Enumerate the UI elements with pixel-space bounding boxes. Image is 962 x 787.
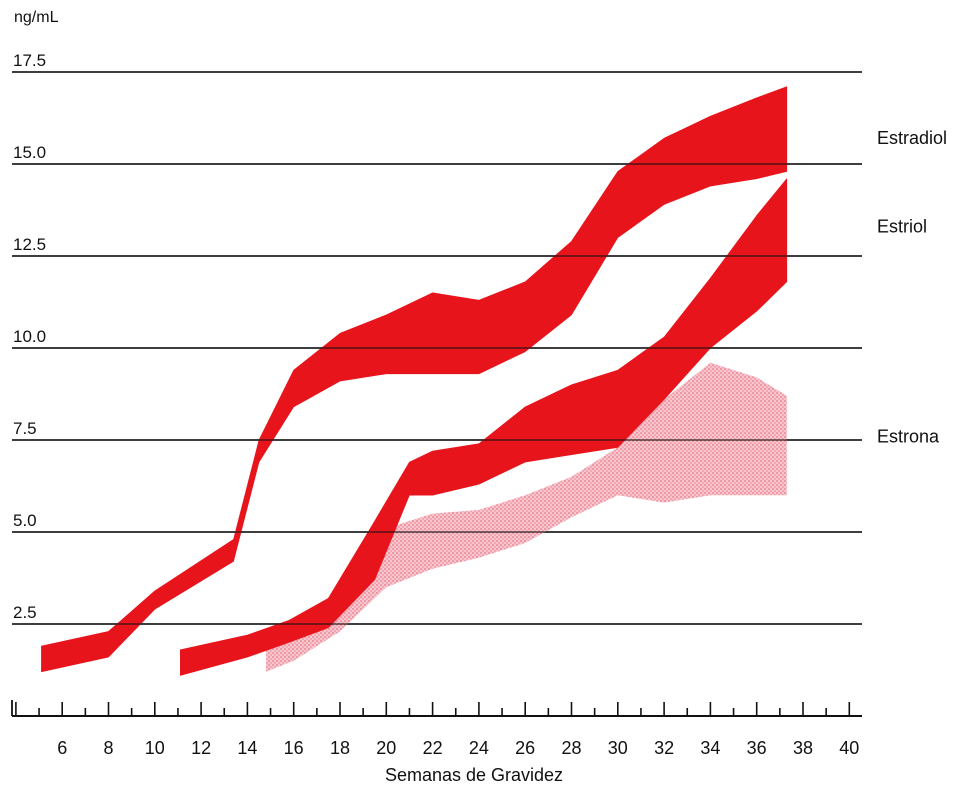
y-tick-label: 5.0 [13,511,37,530]
y-tick-label: 7.5 [13,419,37,438]
x-tick-label: 6 [57,738,67,758]
y-axis-unit-label: ng/mL [14,9,59,26]
x-tick-label: 22 [423,738,443,758]
series-label-estradiol: Estradiol [877,128,947,148]
series-labels: Estradiol Estriol Estrona [877,128,947,446]
band-estriol [180,178,788,676]
band-estradiol [41,86,788,673]
y-tick-label: 17.5 [13,51,46,70]
x-tick-label: 8 [103,738,113,758]
x-tick-label: 38 [793,738,813,758]
y-tick-label: 12.5 [13,235,46,254]
x-tick-label: 30 [608,738,628,758]
x-tick-label: 14 [237,738,257,758]
x-axis-title: Semanas de Gravidez [385,765,563,785]
x-tick-labels: 6 8 10 12 14 16 18 20 22 24 26 28 30 32 34 36 38 40 [57,738,859,758]
x-tick-label: 36 [747,738,767,758]
series-bands [41,86,788,676]
series-label-estriol: Estriol [877,217,927,237]
x-tick-label: 18 [330,738,350,758]
y-tick-label: 10.0 [13,327,46,346]
y-tick-labels: 2.5 5.0 7.5 10.0 12.5 15.0 17.5 [13,51,46,622]
x-tick-label: 12 [191,738,211,758]
gridlines-overlay [12,71,862,625]
x-tick-label: 32 [654,738,674,758]
x-tick-label: 40 [839,738,859,758]
x-tick-label: 24 [469,738,489,758]
y-tick-label: 2.5 [13,603,37,622]
x-tick-label: 28 [561,738,581,758]
series-label-estrona: Estrona [877,426,940,446]
x-tick-label: 20 [376,738,396,758]
x-tick-label: 34 [700,738,720,758]
x-tick-label: 10 [145,738,165,758]
x-tick-label: 26 [515,738,535,758]
x-axis [11,700,862,717]
y-tick-label: 15.0 [13,143,46,162]
x-tick-label: 16 [284,738,304,758]
